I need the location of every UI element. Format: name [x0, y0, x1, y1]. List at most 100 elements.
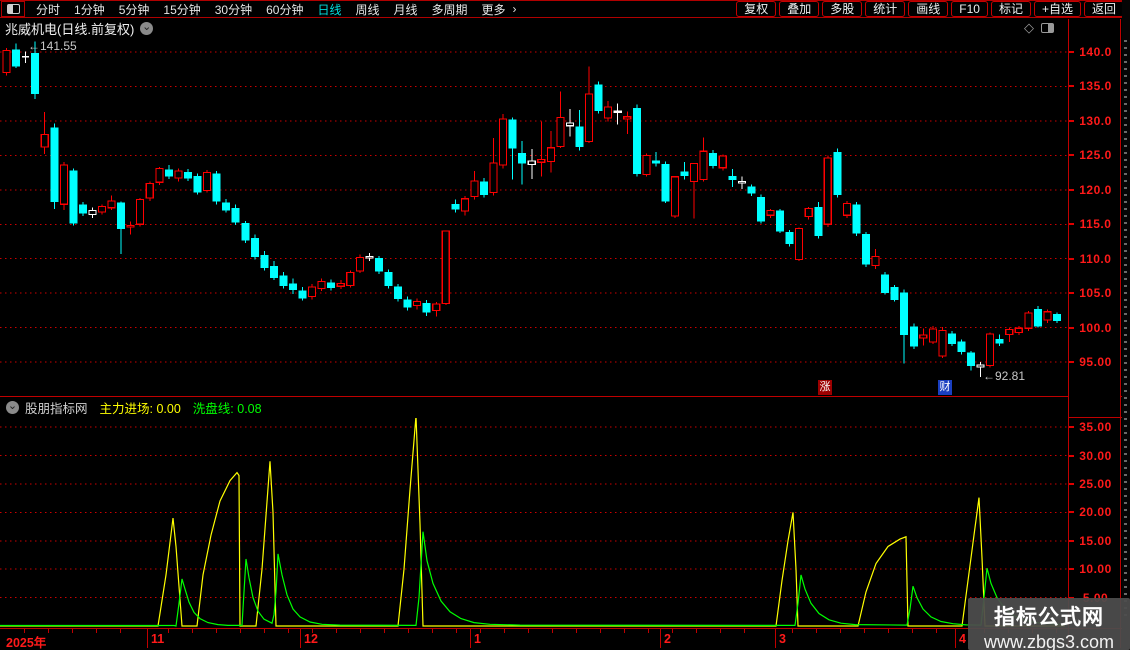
action-button-3[interactable]: 统计: [865, 1, 906, 17]
month-tick-1: [300, 629, 301, 648]
month-tick-2: [470, 629, 471, 648]
week-tick: [120, 629, 121, 633]
week-tick: [312, 629, 313, 633]
month-tick-5: [955, 629, 956, 648]
price-axis-label-1: 135.0: [1079, 79, 1112, 94]
week-tick: [936, 629, 937, 633]
indicator-sub-chart[interactable]: [0, 418, 1068, 628]
week-tick: [792, 629, 793, 633]
price-axis-tick-7: [1069, 292, 1074, 295]
week-tick: [96, 629, 97, 633]
month-label-2: 1: [474, 632, 481, 646]
period-tab-2[interactable]: 5分钟: [118, 2, 150, 17]
price-axis-label-8: 100.0: [1079, 320, 1112, 335]
week-tick: [384, 629, 385, 633]
price-axis-tick-3: [1069, 154, 1074, 157]
layout-toggle-button[interactable]: [1, 1, 25, 17]
week-tick: [432, 629, 433, 633]
week-tick: [24, 629, 25, 633]
event-marker-0[interactable]: 涨: [818, 380, 832, 395]
week-tick: [504, 629, 505, 633]
price-axis-label-9: 95.00: [1079, 355, 1112, 370]
week-tick: [624, 629, 625, 633]
month-label-1: 12: [304, 632, 318, 646]
period-tab-7[interactable]: 周线: [355, 2, 380, 17]
indicator-axis-label-1: 30.00: [1079, 448, 1112, 463]
period-tab-0[interactable]: 分时: [36, 2, 61, 17]
chevron-down-icon[interactable]: ⌄: [6, 400, 19, 414]
month-label-3: 2: [664, 632, 671, 646]
event-marker-1[interactable]: 财: [938, 380, 952, 395]
week-tick: [408, 629, 409, 633]
time-axis: 2025年 11 12 1 2 3 4: [0, 628, 1122, 650]
price-axis-tick-6: [1069, 257, 1074, 260]
indicator-axis-tick-2: [1069, 483, 1074, 485]
action-button-5[interactable]: F10: [951, 1, 988, 17]
indicator-axis-label-0: 35.00: [1079, 420, 1112, 435]
week-tick: [168, 629, 169, 633]
price-axis-tick-5: [1069, 223, 1074, 226]
action-button-4[interactable]: 画线: [908, 1, 949, 17]
price-axis-tick-1: [1069, 85, 1074, 88]
indicator-axis-tick-6: [1069, 596, 1074, 599]
action-button-1[interactable]: 叠加: [779, 1, 820, 17]
period-tab-8[interactable]: 月线: [393, 2, 418, 17]
period-tab-1[interactable]: 1分钟: [74, 2, 105, 17]
chart-title-row: 兆威机电(日线.前复权) ⌄ ◇: [0, 19, 1068, 37]
price-axis: 140.0 135.0 130.0 125.0 120.0 115.0 110.0 105.0…: [1068, 19, 1121, 648]
indicator-header: ⌄ 股朋指标网 主力进场: 0.00 洗盘线: 0.08: [0, 398, 1068, 417]
price-axis-tick-0: [1069, 51, 1074, 53]
price-axis-label-7: 105.0: [1079, 286, 1112, 301]
week-tick: [912, 629, 913, 633]
period-tab-3[interactable]: 15分钟: [163, 2, 201, 17]
low-annotation: ←92.81: [983, 369, 1026, 383]
period-tab-6[interactable]: 日线: [317, 2, 342, 17]
panel-divider: [0, 396, 1122, 397]
indicator-axis-tick-0: [1069, 426, 1074, 429]
week-tick: [240, 629, 241, 633]
chevron-right-icon[interactable]: ›: [512, 2, 517, 16]
period-toolbar: 分时 1分钟 5分钟 15分钟 30分钟 60分钟 日线 周线 月线 多周期 更多 › 复权 叠加 多股…: [0, 0, 1130, 18]
period-tab-10[interactable]: 更多: [481, 2, 506, 17]
diamond-icon[interactable]: ◇: [1024, 20, 1034, 35]
watermark-title: 指标公式网: [994, 606, 1104, 629]
week-tick: [192, 629, 193, 633]
period-tabs: 分时 1分钟 5分钟 15分钟 30分钟 60分钟 日线 周线 月线 多周期 更多: [29, 1, 513, 17]
week-tick: [864, 629, 865, 633]
action-button-8[interactable]: 返回: [1083, 1, 1124, 17]
period-tab-5[interactable]: 60分钟: [266, 2, 304, 17]
watermark-url: www.zbgs3.com: [983, 632, 1115, 650]
period-tab-4[interactable]: 30分钟: [214, 2, 253, 17]
action-button-0[interactable]: 复权: [736, 1, 777, 17]
chevron-down-icon[interactable]: ⌄: [140, 20, 154, 35]
week-tick: [264, 629, 265, 633]
price-axis-tick-9: [1069, 361, 1074, 364]
action-button-2[interactable]: 多股: [822, 1, 863, 17]
indicator-axis-label-2: 25.00: [1079, 477, 1112, 491]
action-button-6[interactable]: 标记: [990, 1, 1031, 17]
month-tick-3: [660, 629, 661, 648]
period-tab-9[interactable]: 多周期: [431, 2, 468, 17]
week-tick: [720, 629, 721, 633]
split-panel-icon[interactable]: [1041, 23, 1054, 33]
week-tick: [48, 629, 49, 633]
year-label: 2025年: [6, 636, 47, 650]
price-axis-tick-2: [1069, 119, 1074, 122]
week-tick: [216, 629, 217, 633]
watermark: 指标公式网 www.zbgs3.com: [968, 598, 1130, 650]
indicator-value-0: 主力进场: 0.00: [99, 402, 181, 416]
week-tick: [840, 629, 841, 633]
indicator-axis-tick-5: [1069, 568, 1074, 571]
week-tick: [600, 629, 601, 633]
indicator-axis-tick-1: [1069, 454, 1074, 457]
month-label-5: 4: [959, 632, 966, 646]
week-tick: [816, 629, 817, 633]
indicator-axis-tick-4: [1069, 539, 1074, 542]
indicator-values: 主力进场: 0.00 洗盘线: 0.08: [88, 398, 262, 417]
main-candlestick-chart[interactable]: [0, 37, 1068, 396]
action-button-7[interactable]: +自选: [1033, 1, 1081, 17]
sidebar-strip-marks: [1124, 40, 1127, 620]
title-right-icons: ◇: [1024, 19, 1054, 37]
right-sidebar-strip[interactable]: [1122, 0, 1130, 650]
